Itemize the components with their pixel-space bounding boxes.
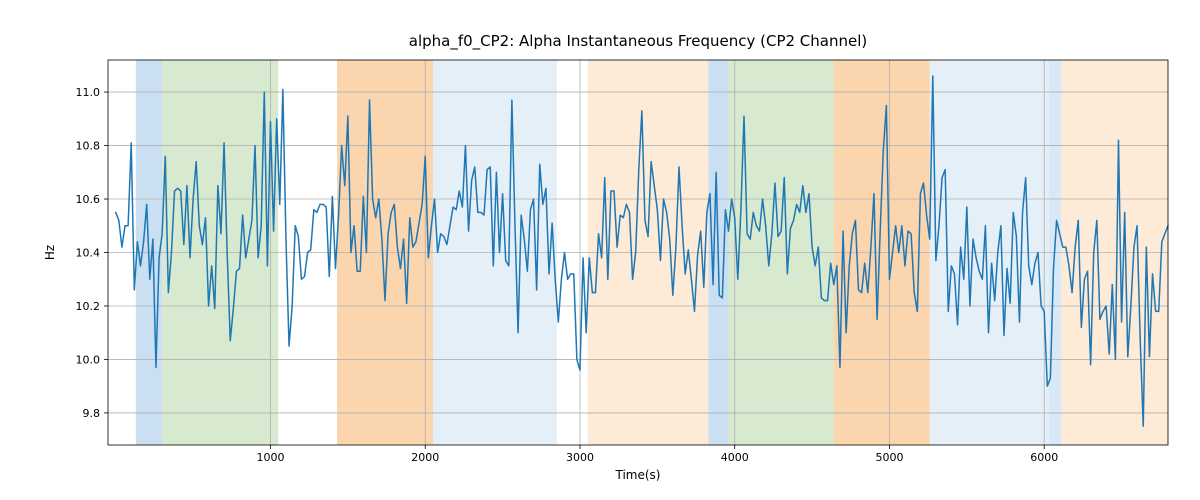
x-tick-label: 6000 [1030, 451, 1058, 464]
chart-container: 1000 2000 3000 4000 5000 6000 9.8 10.0 10.2 10.4 1… [0, 0, 1200, 500]
chart-title: alpha_f0_CP2: Alpha Instantaneous Freque… [409, 32, 867, 51]
y-axis-label: Hz [43, 245, 57, 260]
y-tick-label: 9.8 [83, 407, 101, 420]
chart-svg: 1000 2000 3000 4000 5000 6000 9.8 10.0 10.2 10.4 1… [0, 0, 1200, 500]
x-tick-label: 3000 [566, 451, 594, 464]
x-axis-label: Time(s) [615, 468, 661, 482]
y-tick-label: 10.8 [76, 140, 101, 153]
y-tick-label: 10.4 [76, 247, 101, 260]
x-tick-label: 2000 [411, 451, 439, 464]
x-tick-label: 5000 [875, 451, 903, 464]
y-tick-label: 10.2 [76, 300, 101, 313]
y-tick-label: 10.6 [76, 193, 101, 206]
y-tick-label: 10.0 [76, 353, 101, 366]
y-tick-label: 11.0 [76, 86, 101, 99]
x-tick-label: 1000 [256, 451, 284, 464]
x-tick-label: 4000 [721, 451, 749, 464]
